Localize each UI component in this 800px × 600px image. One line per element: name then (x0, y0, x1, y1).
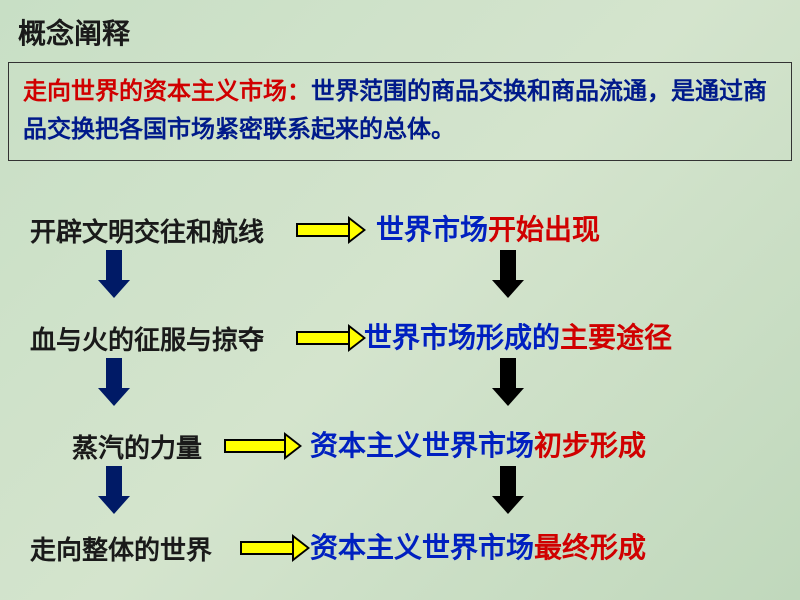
result-part: 主要途径 (560, 323, 672, 354)
definition-box: 走向世界的资本主义市场：世界范围的商品交换和商品流通，是通过商品交换把各国市场紧… (8, 62, 792, 161)
result-label-2: 资本主义世界市场初步形成 (310, 424, 646, 464)
arrow-down-1 (98, 358, 130, 406)
definition-lead: 走向世界的资本主义市场： (23, 79, 311, 105)
stage-label-1: 血与火的征服与掠夺 (30, 320, 264, 357)
arrow-down-2 (98, 466, 130, 514)
result-label-3: 资本主义世界市场最终形成 (310, 526, 646, 566)
result-label-1: 世界市场形成的主要途径 (364, 316, 672, 356)
arrow-right-3 (240, 534, 310, 562)
arrow-down-4 (492, 358, 524, 406)
result-part: 世界市场 (376, 215, 488, 246)
result-part: 资本主义世界市场 (310, 533, 534, 564)
result-label-0: 世界市场开始出现 (376, 208, 600, 248)
result-part: 资本主义世界市场 (310, 431, 534, 462)
result-part: 开始出现 (488, 215, 600, 246)
result-part: 初步形成 (534, 431, 646, 462)
result-part: 世界市场形成的 (364, 323, 560, 354)
stage-label-3: 走向整体的世界 (30, 530, 212, 567)
arrow-right-1 (296, 324, 366, 352)
stage-label-0: 开辟文明交往和航线 (30, 212, 264, 249)
arrow-right-2 (224, 432, 302, 460)
arrow-down-0 (98, 250, 130, 298)
result-part: 最终形成 (534, 533, 646, 564)
page-title: 概念阐释 (18, 12, 130, 52)
arrow-down-3 (492, 250, 524, 298)
arrow-down-5 (492, 466, 524, 514)
stage-label-2: 蒸汽的力量 (72, 428, 202, 465)
arrow-right-0 (296, 216, 366, 244)
